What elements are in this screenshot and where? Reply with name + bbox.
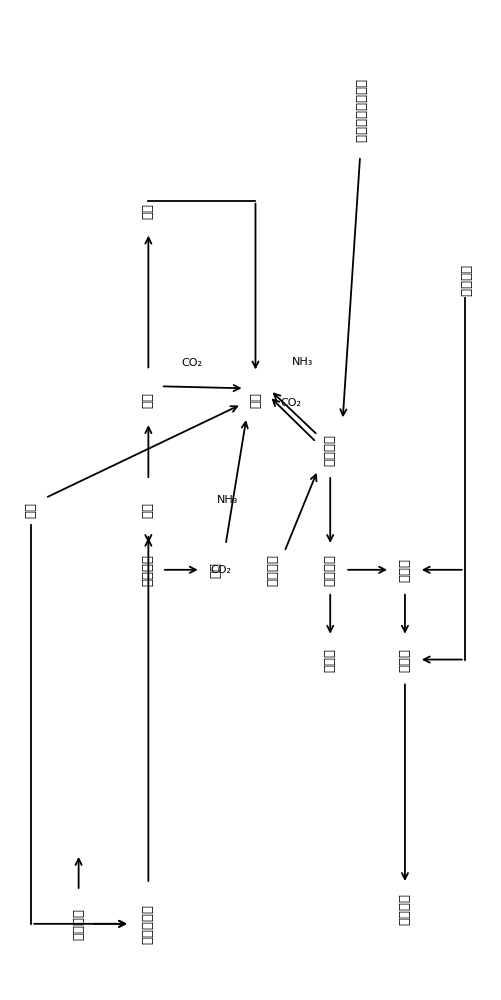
Text: 吸收: 吸收 xyxy=(249,392,262,408)
Text: 煅烧: 煅烧 xyxy=(142,392,155,408)
Text: 盐卤: 盐卤 xyxy=(25,502,38,518)
Text: 脱氨母液: 脱氨母液 xyxy=(267,554,280,586)
Text: CO₂: CO₂ xyxy=(182,358,203,368)
Text: 碳酸氢铵: 碳酸氢铵 xyxy=(72,908,85,940)
Text: 除铵卤水: 除铵卤水 xyxy=(324,554,337,586)
Text: NH₃: NH₃ xyxy=(216,495,238,505)
Text: 石灰纯碱: 石灰纯碱 xyxy=(398,893,411,925)
Text: 脱氨: 脱氨 xyxy=(209,562,222,578)
Text: 分离: 分离 xyxy=(142,502,155,518)
Text: CO₂: CO₂ xyxy=(281,398,302,408)
Text: 除铵精卤: 除铵精卤 xyxy=(458,265,471,297)
Text: CO₂: CO₂ xyxy=(210,565,231,575)
Text: 除铁镁: 除铁镁 xyxy=(398,558,411,582)
Text: 纯碱: 纯碱 xyxy=(142,203,155,219)
Text: 除铵反应: 除铵反应 xyxy=(324,434,337,466)
Text: NH₃: NH₃ xyxy=(292,357,314,367)
Text: 复分解反应: 复分解反应 xyxy=(142,904,155,944)
Text: 重碱母液: 重碱母液 xyxy=(142,554,155,586)
Text: 石灰、钙芒硝尾矿: 石灰、钙芒硝尾矿 xyxy=(354,79,367,143)
Text: 除钙镁: 除钙镁 xyxy=(398,648,411,672)
Text: 硫酸钙: 硫酸钙 xyxy=(324,648,337,672)
